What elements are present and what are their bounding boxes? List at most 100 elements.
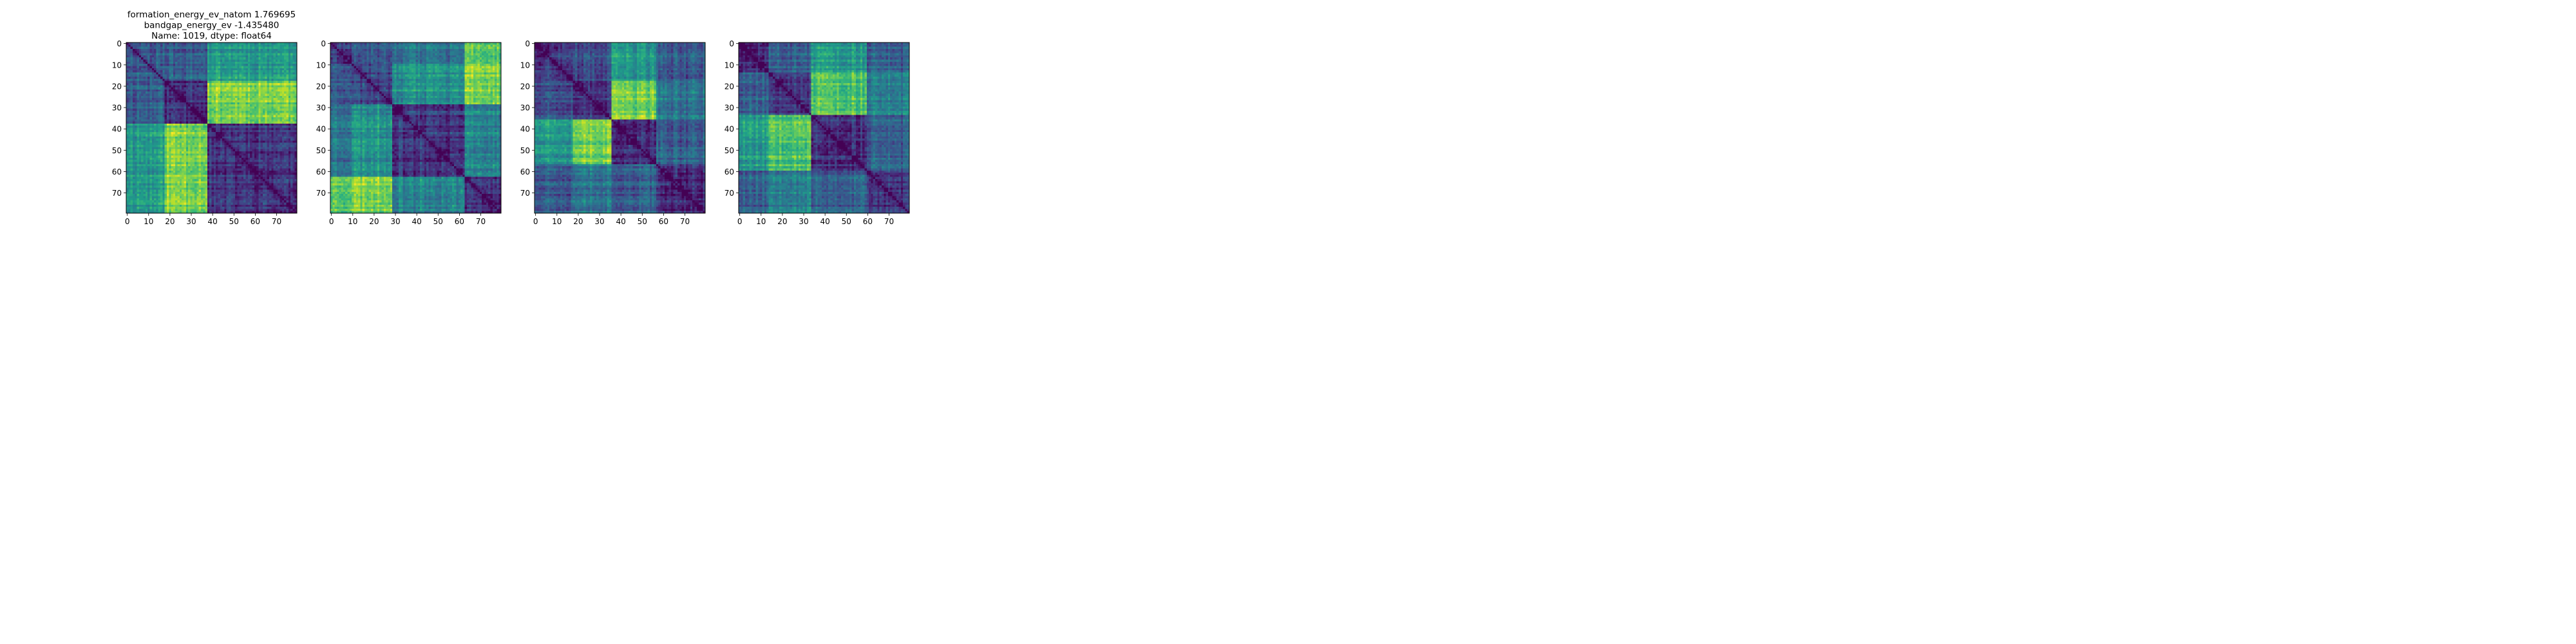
heatmap-cell (158, 166, 161, 169)
heatmap-cell (292, 173, 295, 175)
heatmap-cell (256, 60, 259, 62)
heatmap-cell (133, 83, 135, 86)
heatmap-cell (171, 111, 174, 113)
heatmap-cell (242, 68, 244, 71)
heatmap-cell (265, 88, 267, 90)
heatmap-cell (220, 104, 223, 107)
heatmap-cell (139, 98, 142, 100)
heatmap-cell (258, 68, 261, 71)
heatmap-cell (258, 90, 261, 92)
heatmap-cell (182, 153, 184, 156)
heatmap-cell (256, 104, 259, 107)
heatmap-cell (212, 81, 214, 84)
heatmap-cell (235, 106, 238, 109)
heatmap-cell (250, 62, 252, 64)
heatmap-cell (162, 117, 165, 120)
heatmap-cell (201, 81, 204, 84)
heatmap-cell (289, 160, 291, 162)
heatmap-cell (292, 75, 295, 77)
heatmap-cell (271, 113, 274, 115)
heatmap-cell (256, 149, 259, 152)
heatmap-cell (218, 104, 220, 107)
heatmap-cell (265, 64, 267, 66)
heatmap-cell (278, 47, 280, 50)
heatmap-cell (178, 44, 180, 47)
heatmap-cell (246, 113, 249, 115)
heatmap-cell (269, 90, 272, 92)
heatmap-cell (243, 88, 246, 90)
heatmap-cell (196, 132, 199, 135)
heatmap-cell (237, 43, 240, 45)
heatmap-cell (220, 47, 223, 50)
heatmap-cell (171, 137, 174, 139)
heatmap-cell (186, 143, 189, 146)
heatmap-cell (235, 134, 238, 137)
heatmap-cell (218, 160, 220, 162)
heatmap-cell (131, 113, 133, 115)
heatmap-cell (126, 109, 129, 111)
heatmap-cell (254, 124, 257, 126)
heatmap-cell (224, 168, 227, 171)
heatmap-cell (137, 109, 140, 111)
heatmap-cell (284, 75, 287, 77)
heatmap-cell (190, 115, 193, 118)
heatmap-cell (229, 145, 231, 147)
heatmap-cell (237, 44, 240, 47)
heatmap-cell (146, 62, 148, 64)
heatmap-cell (276, 119, 278, 122)
heatmap-cell (184, 134, 186, 137)
heatmap-cell (175, 147, 178, 149)
heatmap-cell (175, 43, 178, 45)
heatmap-cell (196, 49, 199, 52)
heatmap-cell (135, 175, 137, 177)
heatmap-cell (146, 140, 148, 143)
heatmap-cell (175, 44, 178, 47)
heatmap-cell (240, 85, 242, 88)
heatmap-cell (171, 83, 174, 86)
heatmap-cell (169, 100, 171, 102)
heatmap-cell (135, 96, 137, 99)
heatmap-cell (246, 70, 249, 73)
heatmap-cell (135, 168, 137, 171)
heatmap-cell (149, 162, 152, 165)
heatmap-cell (149, 132, 152, 135)
heatmap-cell (156, 60, 158, 62)
heatmap-cell (276, 85, 278, 88)
heatmap-cell (158, 111, 161, 113)
heatmap-cell (276, 164, 278, 167)
heatmap-cell (175, 104, 178, 107)
heatmap-cell (141, 111, 144, 113)
heatmap-cell (265, 151, 267, 154)
heatmap-cell (162, 111, 165, 113)
heatmap-cell (144, 55, 146, 58)
heatmap-cell (160, 68, 163, 71)
heatmap-cell (194, 90, 197, 92)
heatmap-cell (209, 168, 212, 171)
heatmap-cell (214, 51, 216, 53)
heatmap-cell (178, 104, 180, 107)
heatmap-cell (169, 72, 171, 75)
heatmap-cell (175, 126, 178, 128)
heatmap-cell (222, 70, 225, 73)
heatmap-cell (184, 122, 186, 124)
heatmap-cell (175, 115, 178, 118)
heatmap-cell (214, 104, 216, 107)
heatmap-cell (135, 106, 137, 109)
heatmap-cell (246, 72, 249, 75)
heatmap-cell (199, 171, 202, 173)
heatmap-cell (144, 126, 146, 128)
heatmap-cell (137, 51, 140, 53)
heatmap-cell (227, 138, 229, 141)
heatmap-cell (258, 156, 261, 158)
heatmap-cell (135, 98, 137, 100)
heatmap-cell (237, 62, 240, 64)
heatmap-cell (258, 164, 261, 167)
heatmap-cell (261, 117, 263, 120)
heatmap-cell (229, 153, 231, 156)
heatmap-cell (229, 77, 231, 79)
heatmap-cell (224, 102, 227, 105)
heatmap-cell (137, 49, 140, 52)
heatmap-cell (284, 102, 287, 105)
heatmap-cell (229, 168, 231, 171)
heatmap-cell (233, 43, 236, 45)
